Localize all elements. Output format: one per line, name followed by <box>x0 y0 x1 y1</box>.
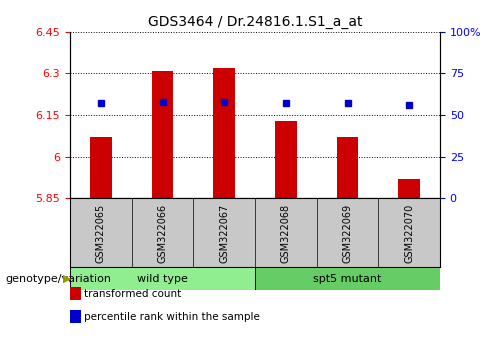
Bar <box>90 137 112 198</box>
Text: percentile rank within the sample: percentile rank within the sample <box>84 312 260 322</box>
Text: transformed count: transformed count <box>84 289 181 299</box>
Title: GDS3464 / Dr.24816.1.S1_a_at: GDS3464 / Dr.24816.1.S1_a_at <box>148 16 362 29</box>
Bar <box>336 137 358 198</box>
Text: genotype/variation: genotype/variation <box>5 274 111 284</box>
Text: GSM322067: GSM322067 <box>219 204 229 263</box>
Bar <box>275 121 296 198</box>
Bar <box>70 267 255 290</box>
Text: GSM322065: GSM322065 <box>96 204 106 263</box>
Text: spt5 mutant: spt5 mutant <box>314 274 382 284</box>
Text: GSM322070: GSM322070 <box>404 204 414 263</box>
Bar <box>398 179 420 198</box>
Text: GSM322068: GSM322068 <box>281 204 291 263</box>
Text: GSM322069: GSM322069 <box>342 204 352 263</box>
Bar <box>214 68 235 198</box>
Text: ▶: ▶ <box>62 274 71 284</box>
Bar <box>152 71 174 198</box>
Text: wild type: wild type <box>137 274 188 284</box>
Text: GSM322066: GSM322066 <box>158 204 168 263</box>
Bar <box>255 267 440 290</box>
